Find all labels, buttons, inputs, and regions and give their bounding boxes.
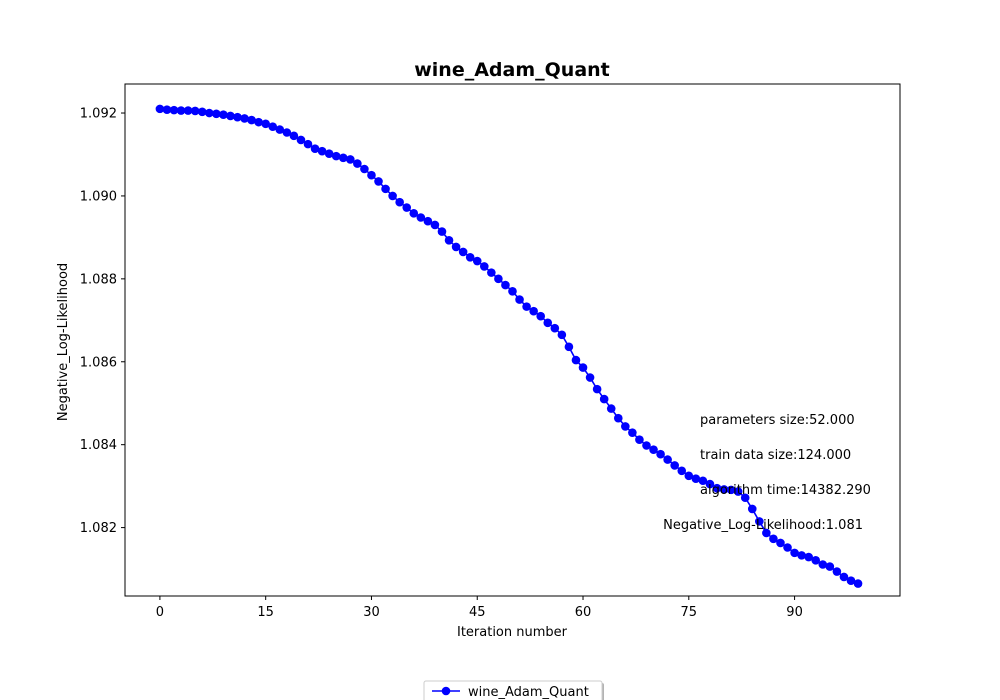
annotation-text: Negative_Log-Likelihood:1.081 — [663, 518, 863, 533]
data-point — [374, 177, 383, 186]
data-point — [572, 356, 581, 365]
data-point — [586, 373, 595, 382]
data-point — [621, 422, 630, 431]
y-tick-label: 1.090 — [80, 189, 117, 204]
x-tick-label: 0 — [156, 605, 164, 620]
data-point — [663, 455, 672, 464]
data-point — [854, 579, 863, 588]
legend-marker — [442, 687, 451, 696]
data-point — [515, 295, 524, 304]
data-point — [776, 539, 785, 548]
series-layer — [156, 105, 863, 588]
data-point — [501, 281, 510, 290]
x-tick-label: 60 — [575, 605, 592, 620]
y-tick-label: 1.082 — [80, 521, 117, 536]
data-point — [473, 257, 482, 266]
data-point — [600, 395, 609, 404]
data-point — [402, 203, 411, 212]
data-point — [543, 318, 552, 327]
data-point — [670, 461, 679, 470]
data-point — [438, 227, 447, 236]
x-tick-label: 90 — [786, 605, 803, 620]
data-point — [649, 445, 658, 454]
data-point — [381, 185, 390, 194]
data-point — [367, 171, 376, 180]
data-point — [353, 159, 362, 168]
data-point — [607, 404, 616, 413]
annotation-text: algorithm time:14382.290 — [700, 483, 871, 498]
data-point — [431, 221, 440, 230]
legend: wine_Adam_Quant — [424, 681, 604, 700]
data-point — [522, 302, 531, 311]
x-tick-label: 45 — [469, 605, 486, 620]
data-point — [452, 243, 461, 252]
data-point — [480, 262, 489, 271]
data-point — [551, 324, 560, 333]
legend-label: wine_Adam_Quant — [468, 685, 589, 700]
data-point — [579, 363, 588, 372]
data-point — [360, 165, 369, 174]
data-point — [459, 248, 468, 257]
x-axis: 0 15 30 45 60 75 90 — [156, 596, 803, 620]
y-tick-label: 1.092 — [80, 107, 117, 122]
x-tick-label: 15 — [257, 605, 274, 620]
data-point — [748, 505, 757, 514]
data-point — [614, 414, 623, 423]
data-point — [388, 192, 397, 201]
data-point — [529, 307, 538, 316]
y-axis: 1.082 1.084 1.086 1.088 1.090 1.092 — [80, 107, 125, 537]
x-tick-label: 75 — [681, 605, 698, 620]
x-tick-label: 30 — [363, 605, 380, 620]
data-point — [445, 236, 454, 245]
data-point — [565, 343, 574, 352]
x-axis-label: Iteration number — [457, 625, 568, 640]
y-tick-label: 1.084 — [80, 438, 117, 453]
chart-title: wine_Adam_Quant — [414, 59, 610, 81]
data-point — [494, 275, 503, 284]
data-point — [395, 198, 404, 207]
data-point — [593, 385, 602, 394]
y-axis-label: Negative_Log-Likelihood — [56, 263, 71, 421]
data-point — [536, 312, 545, 321]
data-point — [783, 543, 792, 552]
data-point — [558, 331, 567, 340]
data-point — [635, 435, 644, 444]
data-point — [628, 428, 637, 437]
data-point — [826, 562, 835, 571]
y-tick-label: 1.088 — [80, 272, 117, 287]
data-point — [656, 450, 665, 459]
data-point — [487, 268, 496, 277]
data-point — [677, 466, 686, 475]
annotation-text: train data size:124.000 — [700, 448, 851, 463]
data-point — [508, 287, 517, 296]
annotation-layer: parameters size:52.000 train data size:12… — [663, 413, 871, 533]
annotation-text: parameters size:52.000 — [700, 413, 855, 428]
data-point — [304, 140, 313, 149]
y-tick-label: 1.086 — [80, 355, 117, 370]
data-point — [833, 567, 842, 576]
